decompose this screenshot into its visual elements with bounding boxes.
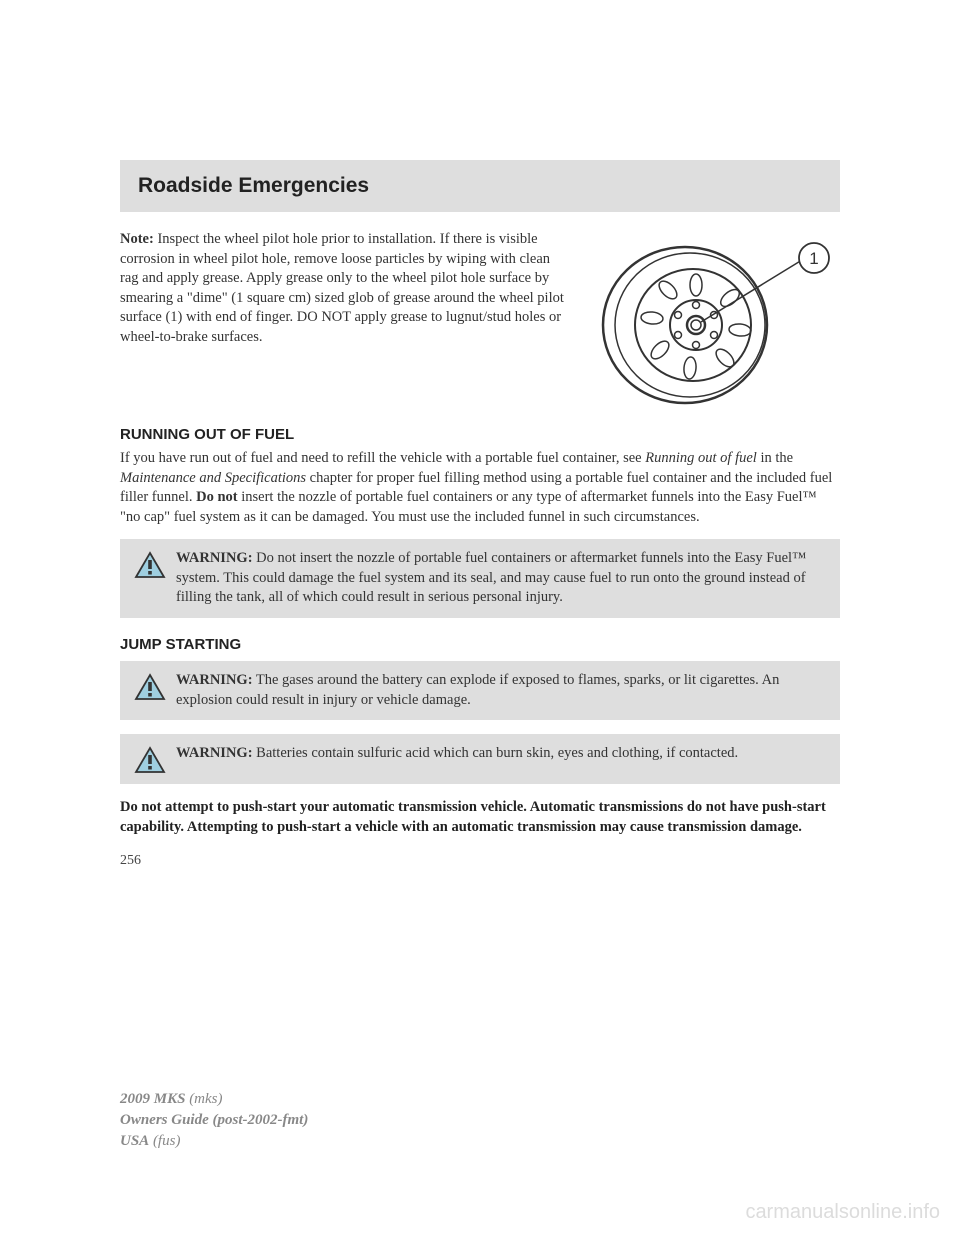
warning-text-3: WARNING: Batteries contain sulfuric acid…: [176, 744, 738, 764]
fuel-para-pre: If you have run out of fuel and need to …: [120, 450, 645, 466]
warning-box-2: WARNING: The gases around the battery ca…: [120, 661, 840, 720]
warning-label-3: WARNING:: [176, 745, 253, 761]
wheel-diagram: 1: [590, 230, 840, 410]
warning-box-3: WARNING: Batteries contain sulfuric acid…: [120, 734, 840, 784]
footer-model-code: (mks): [185, 1091, 222, 1107]
section-heading-fuel: RUNNING OUT OF FUEL: [120, 426, 840, 443]
header-bar: Roadside Emergencies: [120, 160, 840, 212]
warning-icon: [134, 551, 166, 579]
warning-label-1: WARNING:: [176, 550, 253, 566]
fuel-para-bold: Do not: [196, 489, 238, 505]
footer: 2009 MKS (mks) Owners Guide (post-2002-f…: [120, 1089, 308, 1152]
warning-text-2: WARNING: The gases around the battery ca…: [176, 671, 826, 710]
fuel-paragraph: If you have run out of fuel and need to …: [120, 449, 840, 527]
fuel-para-i1: Running out of fuel: [645, 450, 757, 466]
fuel-para-mid1: in the: [757, 450, 793, 466]
warning-body-2: The gases around the battery can explode…: [176, 672, 779, 708]
note-text: Note: Inspect the wheel pilot hole prior…: [120, 230, 570, 410]
warning-icon: [134, 673, 166, 701]
note-block: Note: Inspect the wheel pilot hole prior…: [120, 230, 840, 410]
warning-label-2: WARNING:: [176, 672, 253, 688]
warning-box-1: WARNING: Do not insert the nozzle of por…: [120, 539, 840, 618]
footer-region: USA: [120, 1133, 149, 1149]
wheel-svg: 1: [590, 230, 840, 410]
footer-region-code: (fus): [149, 1133, 180, 1149]
section-heading-jump: JUMP STARTING: [120, 636, 840, 653]
warning-body-3: Batteries contain sulfuric acid which ca…: [253, 745, 739, 761]
note-body: Inspect the wheel pilot hole prior to in…: [120, 231, 564, 345]
push-start-warning: Do not attempt to push-start your automa…: [120, 798, 840, 837]
note-label: Note:: [120, 231, 154, 247]
diagram-callout: 1: [809, 249, 818, 268]
page-title: Roadside Emergencies: [138, 174, 822, 198]
watermark: carmanualsonline.info: [745, 1201, 940, 1224]
warning-body-1: Do not insert the nozzle of portable fue…: [176, 550, 806, 605]
page-content: Roadside Emergencies Note: Inspect the w…: [0, 0, 960, 869]
page-number: 256: [120, 853, 840, 869]
warning-icon: [134, 746, 166, 774]
footer-line-3: USA (fus): [120, 1131, 308, 1152]
footer-model: 2009 MKS: [120, 1091, 185, 1107]
fuel-para-i2: Maintenance and Specifications: [120, 470, 306, 486]
warning-text-1: WARNING: Do not insert the nozzle of por…: [176, 549, 826, 608]
footer-line-1: 2009 MKS (mks): [120, 1089, 308, 1110]
footer-line-2: Owners Guide (post-2002-fmt): [120, 1110, 308, 1131]
